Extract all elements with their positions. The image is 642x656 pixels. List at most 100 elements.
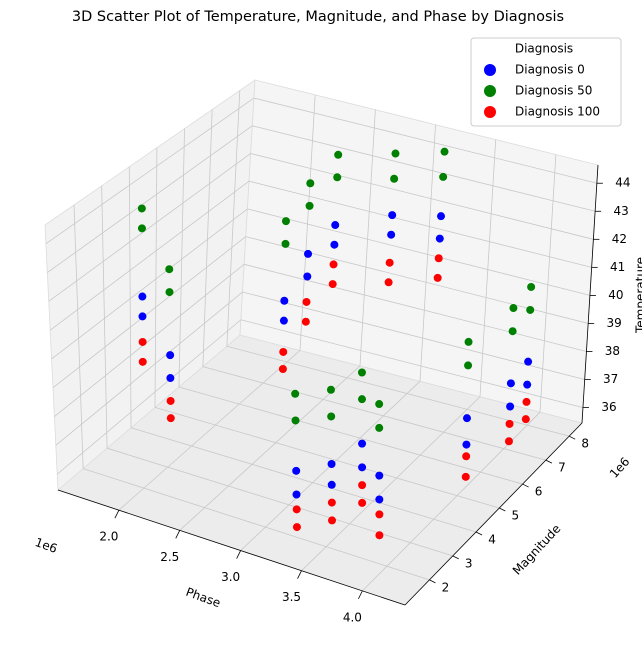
grid-line: [479, 139, 497, 397]
point: [302, 297, 311, 306]
x-axis-label: Phase: [184, 585, 222, 610]
point: [327, 459, 336, 468]
point: [291, 416, 300, 425]
z-tick-label: 38: [605, 344, 620, 358]
tick-mark: [569, 435, 576, 440]
point: [327, 412, 336, 421]
grid-line: [248, 180, 592, 268]
y-tick-label: 7: [558, 461, 566, 475]
tick-mark: [545, 459, 553, 464]
grid-line: [539, 154, 557, 413]
grid-line: [252, 125, 596, 212]
x-tick-label: 3.5: [282, 590, 301, 604]
point: [166, 396, 175, 405]
point: [138, 357, 147, 366]
tick-mark: [236, 550, 241, 559]
point: [505, 419, 514, 428]
legend-label: Diagnosis 0: [515, 63, 585, 77]
grid-line: [247, 208, 591, 296]
z-tick-label: 39: [607, 316, 622, 330]
y-tick-label: 8: [581, 437, 589, 451]
x-tick-label: 4.0: [343, 610, 362, 624]
point: [358, 439, 367, 448]
legend-title: Diagnosis: [515, 42, 573, 56]
tick-mark: [475, 531, 483, 536]
point: [464, 361, 473, 370]
legend-marker: [484, 106, 496, 118]
point: [506, 402, 515, 411]
x-offset-label: 1e6: [33, 535, 59, 556]
z-axis: [581, 164, 599, 424]
point: [334, 150, 343, 159]
z-axis-label: Temperature: [634, 257, 642, 334]
grid-line: [49, 180, 250, 331]
point: [165, 288, 174, 297]
z-tick-label: 41: [610, 260, 625, 274]
y-tick-label: 2: [442, 580, 450, 594]
grid-line: [118, 350, 301, 511]
point: [326, 385, 335, 394]
grid-line: [253, 97, 597, 184]
grid-line: [178, 386, 523, 485]
point: [375, 510, 384, 519]
point: [279, 316, 288, 325]
point: [506, 379, 515, 388]
tick-mark: [297, 570, 302, 579]
point: [281, 239, 290, 248]
point: [462, 440, 471, 449]
chart-title: 3D Scatter Plot of Temperature, Magnitud…: [72, 9, 564, 25]
point: [439, 172, 448, 181]
y-tick-label: 3: [465, 556, 473, 570]
point: [306, 179, 315, 188]
grid-line: [154, 407, 500, 509]
point: [504, 437, 513, 446]
point: [279, 347, 288, 356]
grid-line: [130, 427, 477, 533]
tick-mark: [175, 530, 181, 539]
tick-mark: [114, 509, 120, 519]
point: [329, 260, 338, 269]
point: [292, 505, 301, 514]
point: [328, 280, 337, 289]
point: [375, 531, 384, 540]
point: [333, 173, 342, 182]
point: [304, 249, 313, 258]
point: [138, 292, 147, 301]
point: [291, 389, 300, 398]
point: [292, 490, 301, 499]
grid-line: [51, 208, 248, 360]
z-tick-label: 43: [613, 204, 628, 218]
grid-line: [45, 97, 255, 245]
point: [303, 272, 312, 281]
x-tick-label: 3.0: [221, 570, 240, 584]
y-tick-label: 5: [512, 509, 520, 523]
point: [327, 480, 336, 489]
grid-line: [55, 291, 243, 446]
grid-line: [419, 124, 436, 382]
point: [292, 466, 301, 475]
y-tick-label: 4: [488, 532, 496, 546]
point: [387, 230, 396, 239]
point: [137, 204, 146, 213]
point: [437, 212, 446, 221]
point: [391, 149, 400, 158]
point: [278, 365, 287, 374]
grid-line: [47, 125, 253, 273]
point: [462, 452, 471, 461]
grid-line: [240, 319, 584, 408]
point: [166, 374, 175, 383]
grid-line: [54, 264, 245, 417]
grid-line: [250, 153, 594, 240]
point: [384, 278, 393, 287]
y-tick-label: 6: [535, 485, 543, 499]
point: [165, 265, 174, 274]
point: [522, 397, 531, 406]
point: [433, 273, 442, 282]
x-tick-label: 2.5: [160, 550, 179, 564]
point: [292, 523, 301, 532]
x-tick-label: 2.0: [99, 530, 118, 544]
y-axis-label: Magnitude: [510, 522, 564, 578]
grid-line: [48, 153, 251, 302]
point: [521, 415, 530, 424]
